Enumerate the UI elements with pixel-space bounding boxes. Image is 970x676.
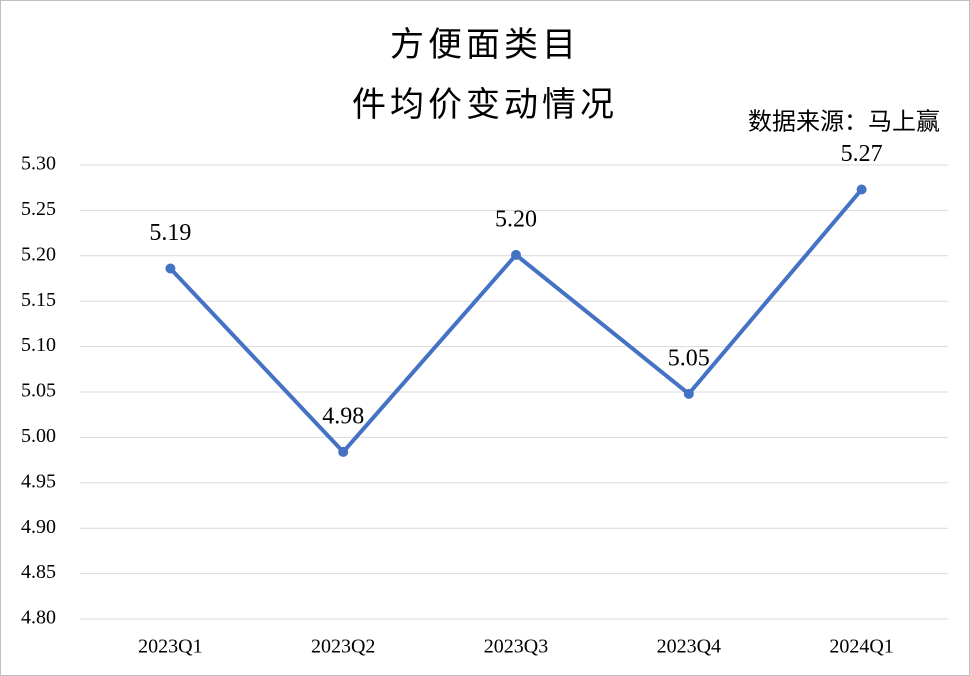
y-tick-label: 5.15 — [21, 289, 56, 311]
y-tick-label: 4.90 — [21, 516, 56, 538]
x-tick-label: 2023Q3 — [484, 636, 548, 658]
point — [338, 446, 349, 457]
value-label: 5.20 — [495, 206, 537, 232]
y-tick-label: 5.30 — [21, 153, 56, 175]
x-tick-label: 2023Q4 — [657, 636, 721, 658]
value-label: 4.98 — [322, 403, 364, 429]
chart-title: 方便面类目 — [390, 26, 580, 64]
y-tick-label: 5.05 — [21, 380, 56, 402]
value-label: 5.27 — [841, 141, 883, 167]
point — [165, 263, 176, 274]
value-label: 5.05 — [668, 345, 710, 371]
x-tick-label: 2024Q1 — [829, 636, 893, 658]
y-tick-label: 5.20 — [21, 243, 56, 265]
y-tick-label: 4.80 — [21, 607, 56, 629]
y-tick-label: 4.95 — [21, 470, 56, 492]
source-note: 数据来源：马上赢 — [748, 109, 940, 136]
y-tick-label: 4.85 — [21, 561, 56, 583]
y-tick-label: 5.25 — [21, 198, 56, 220]
y-tick-label: 5.00 — [21, 425, 56, 447]
y-tick-label: 5.10 — [21, 334, 56, 356]
x-tick-label: 2023Q1 — [138, 636, 202, 658]
chart-subtitle: 件均价变动情况 — [352, 86, 618, 124]
value-label: 5.19 — [149, 220, 191, 246]
point — [856, 184, 867, 195]
point — [683, 388, 694, 399]
x-tick-label: 2023Q2 — [311, 636, 375, 658]
point — [511, 249, 521, 260]
